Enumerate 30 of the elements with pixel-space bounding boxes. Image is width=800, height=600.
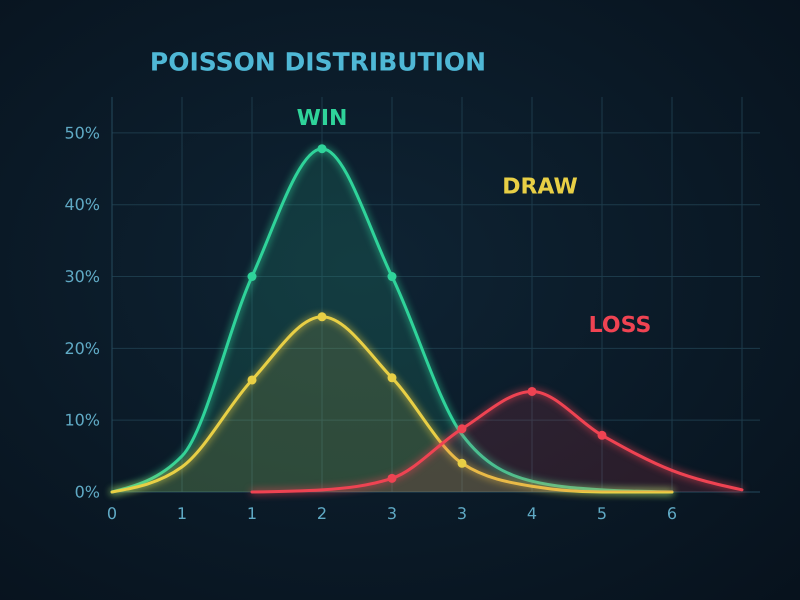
x-tick-label: 6 bbox=[666, 504, 678, 523]
text: DRAW bbox=[502, 174, 578, 200]
point bbox=[248, 375, 256, 384]
point bbox=[318, 144, 326, 154]
x-tick-label: 5 bbox=[596, 504, 608, 523]
x-tick-label: 2 bbox=[316, 504, 328, 523]
point bbox=[458, 424, 466, 434]
point bbox=[248, 272, 256, 282]
point bbox=[528, 386, 536, 396]
y-tick-label: 30% bbox=[64, 267, 100, 286]
point bbox=[598, 430, 606, 440]
text: LOSS bbox=[588, 312, 652, 338]
y-tick-label: 20% bbox=[64, 338, 100, 358]
y-tick-label: 40% bbox=[64, 195, 100, 214]
x-tick-label: 1 bbox=[176, 504, 188, 523]
series-label: WIN bbox=[296, 106, 348, 132]
chart-title: POISSON DISTRIBUTION bbox=[150, 48, 486, 76]
y-tick-label: 50% bbox=[64, 123, 100, 142]
x-tick-label: 3 bbox=[386, 504, 398, 523]
y-tick-label: 0% bbox=[74, 482, 100, 502]
x-tick-label: 0 bbox=[106, 504, 118, 523]
point bbox=[388, 373, 396, 382]
point bbox=[318, 312, 326, 322]
point bbox=[388, 272, 396, 282]
point bbox=[388, 474, 396, 483]
x-tick-label: 4 bbox=[526, 504, 538, 523]
y-tick-label: 10% bbox=[64, 410, 100, 430]
x-tick-label: 3 bbox=[456, 504, 468, 523]
x-tick-label: 1 bbox=[246, 504, 258, 523]
point bbox=[458, 458, 466, 468]
